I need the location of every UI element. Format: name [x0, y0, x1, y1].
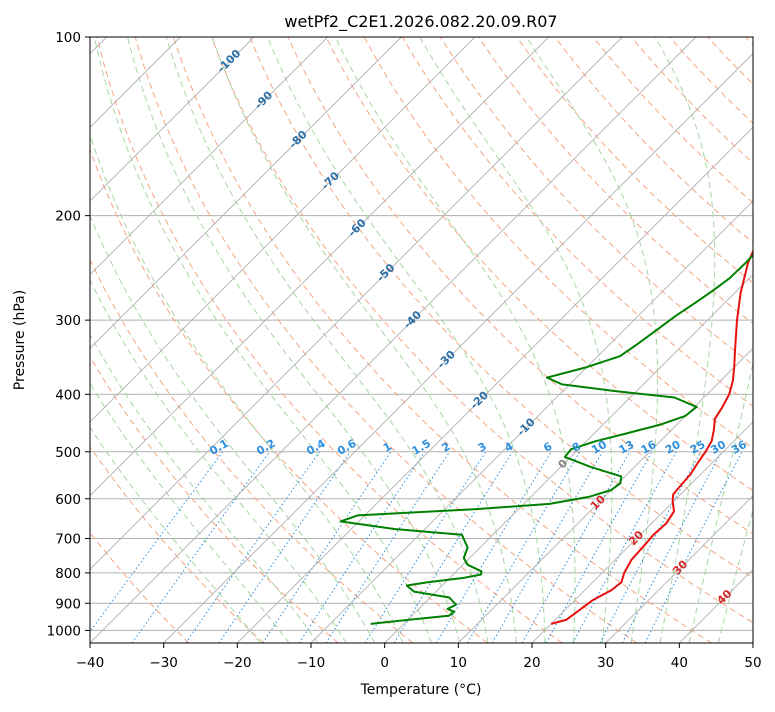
x-tick-label: 30 [597, 655, 614, 671]
x-tick-label: 20 [523, 655, 540, 671]
y-tick-label: 700 [55, 532, 81, 548]
x-axis-label: Temperature (°C) [360, 682, 482, 698]
x-tick-label: 10 [450, 655, 467, 671]
x-tick-label: −40 [76, 655, 105, 671]
y-tick-label: 100 [55, 30, 81, 46]
y-tick-label: 800 [55, 566, 81, 582]
y-tick-label: 600 [55, 492, 81, 508]
y-axis-label: Pressure (hPa) [12, 290, 28, 390]
y-tick-label: 400 [55, 387, 81, 403]
x-tick-label: −10 [297, 655, 326, 671]
x-tick-label: 50 [744, 655, 761, 671]
y-tick-label: 200 [55, 209, 81, 225]
y-tick-label: 500 [55, 445, 81, 461]
chart-title: wetPf2_C2E1.2026.082.20.09.R07 [284, 12, 557, 32]
x-tick-label: 40 [671, 655, 688, 671]
y-tick-label: 300 [55, 313, 81, 329]
y-tick-label: 900 [55, 596, 81, 612]
x-tick-label: −20 [223, 655, 252, 671]
y-tick-label: 1000 [47, 623, 81, 639]
x-tick-label: 0 [380, 655, 389, 671]
x-tick-label: −30 [149, 655, 178, 671]
